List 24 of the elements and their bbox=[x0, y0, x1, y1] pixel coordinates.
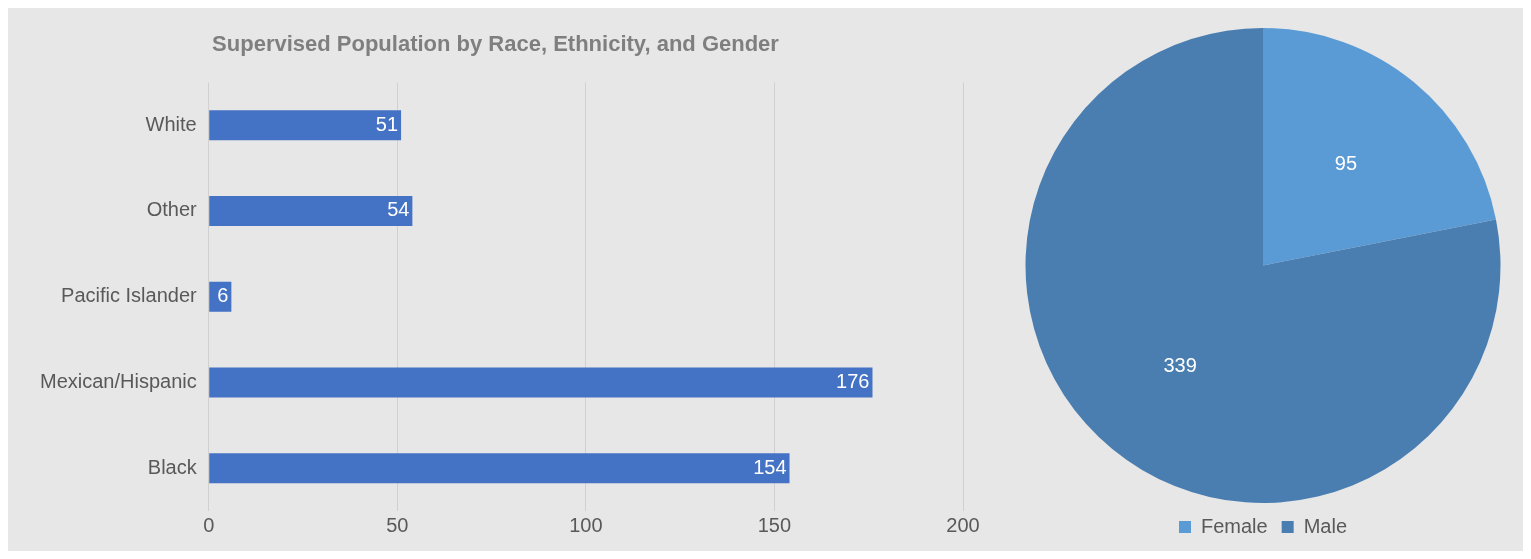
chart-title: Supervised Population by Race, Ethnicity, and Gender bbox=[212, 31, 780, 57]
y-tick-label: Other bbox=[146, 198, 198, 221]
data-label: 339 bbox=[1163, 353, 1197, 376]
data-label: 95 bbox=[1334, 152, 1358, 175]
data-label: 54 bbox=[387, 198, 410, 221]
bar bbox=[209, 453, 790, 484]
data-label: 6 bbox=[217, 284, 229, 307]
x-tick-label: 100 bbox=[569, 513, 603, 536]
legend-label: Female bbox=[1200, 514, 1268, 537]
x-tick-label: 0 bbox=[203, 513, 215, 536]
data-label: 51 bbox=[375, 112, 399, 135]
bar bbox=[209, 195, 413, 226]
data-label: 154 bbox=[753, 455, 787, 478]
x-tick-label: 200 bbox=[946, 513, 980, 536]
bar bbox=[209, 110, 402, 141]
y-tick-label: Black bbox=[147, 455, 198, 478]
x-tick-label: 50 bbox=[386, 513, 409, 536]
x-tick-label: 150 bbox=[757, 513, 792, 536]
y-tick-label: Mexican/Hispanic bbox=[39, 369, 197, 392]
legend-label: Male bbox=[1303, 514, 1348, 537]
y-tick-label: White bbox=[145, 112, 197, 135]
bar bbox=[209, 367, 873, 398]
y-tick-label: Pacific Islander bbox=[61, 284, 198, 307]
data-label: 176 bbox=[836, 369, 870, 392]
